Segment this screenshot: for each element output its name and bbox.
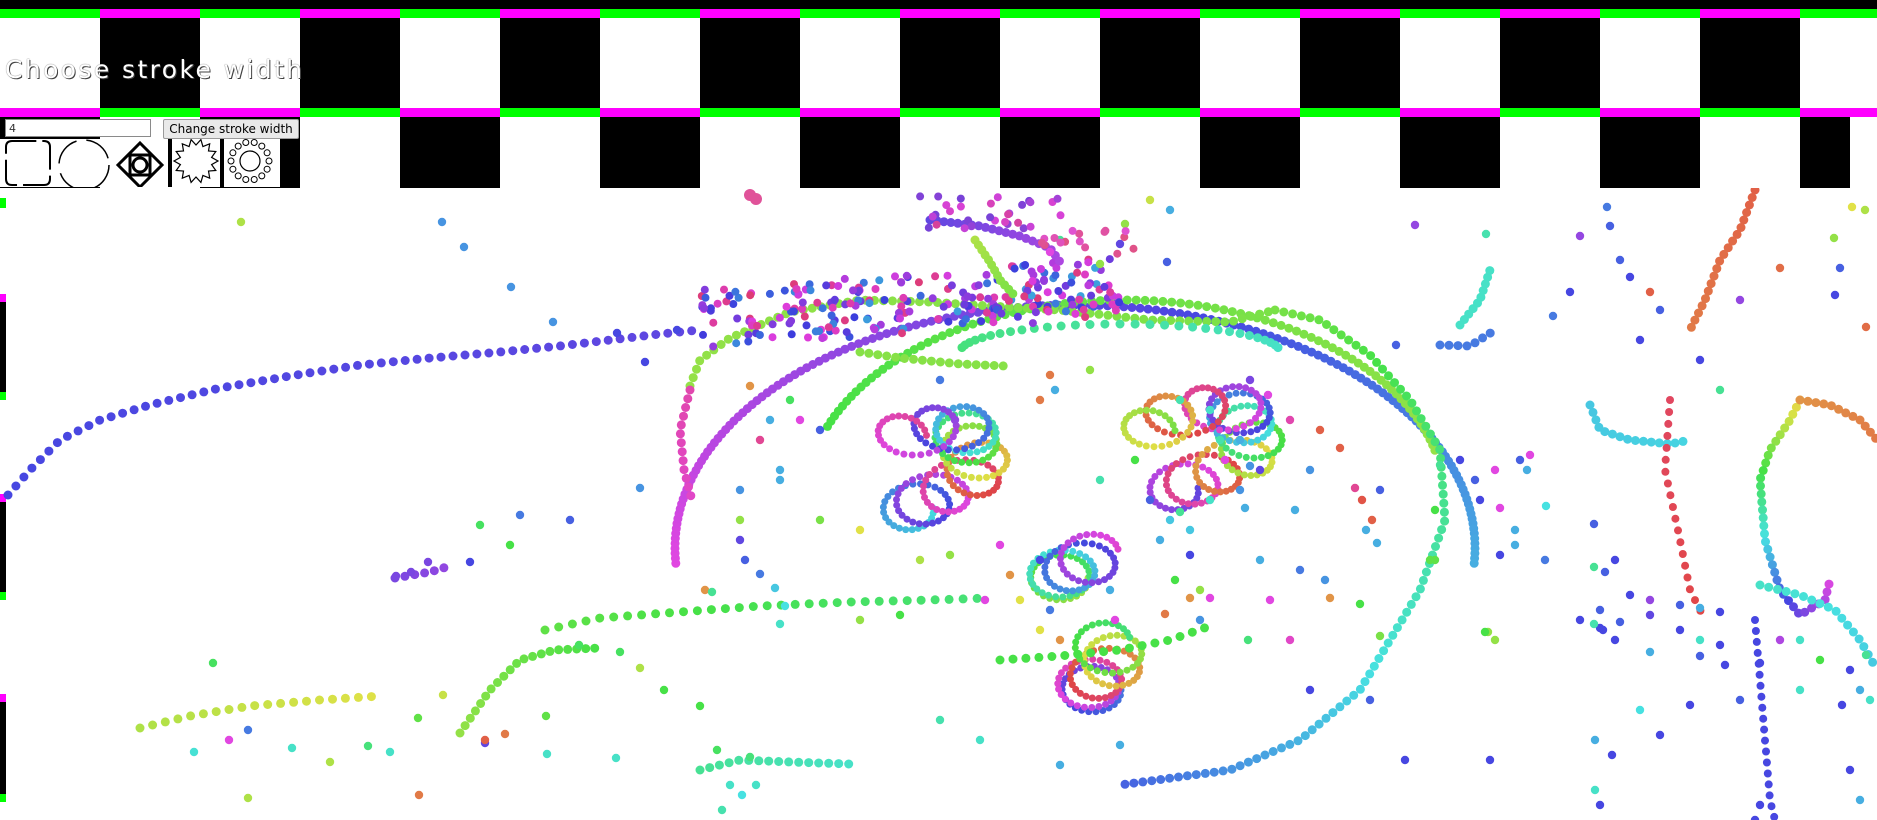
checker-pattern [0, 0, 1877, 188]
circle-icon [58, 139, 110, 187]
diamond-square-icon [115, 140, 165, 187]
dotted-sun-icon [227, 139, 273, 183]
brush-option-rounded-square[interactable] [0, 139, 56, 187]
rounded-square-icon [5, 140, 51, 186]
page-title: Choose stroke width [5, 55, 305, 84]
canvas-left-rail [0, 198, 6, 802]
brush-option-dotted-sun[interactable] [224, 139, 280, 187]
stroke-width-input[interactable] [5, 119, 151, 137]
brush-option-diamond[interactable] [112, 139, 168, 187]
change-stroke-width-button[interactable]: Change stroke width [163, 119, 299, 139]
header-banner: Choose stroke width Change stroke width [0, 0, 1877, 188]
brush-option-circle[interactable] [56, 139, 112, 187]
star-burst-icon [168, 139, 224, 187]
drawing-canvas[interactable] [0, 188, 1877, 820]
brush-option-star-burst[interactable] [168, 139, 224, 187]
